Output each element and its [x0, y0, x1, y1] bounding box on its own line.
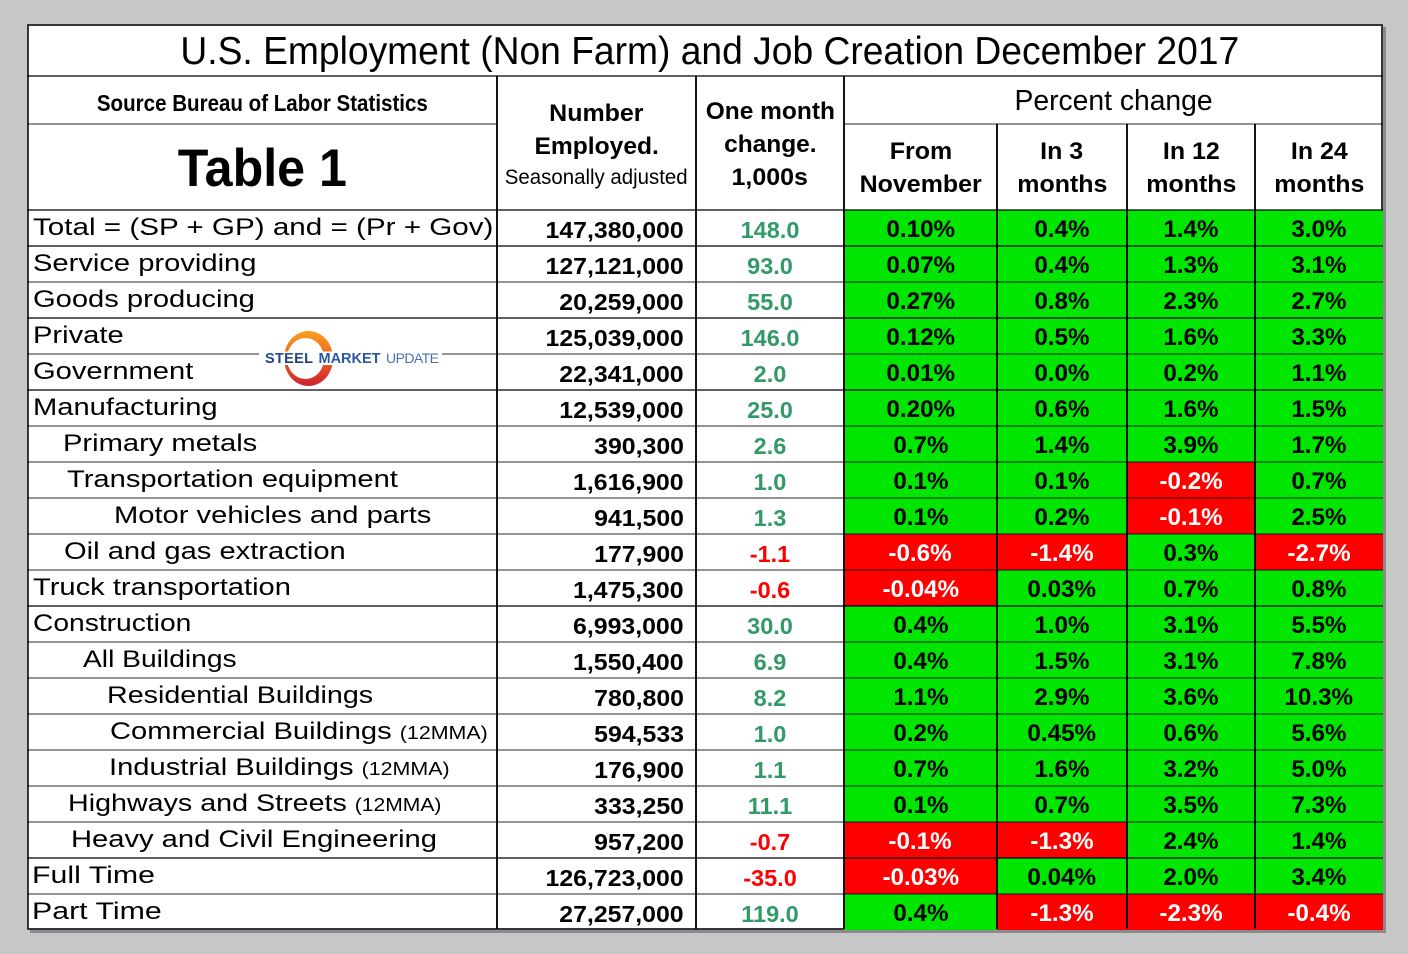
svg-text:STEEL: STEEL: [265, 351, 313, 367]
svg-text:UPDATE: UPDATE: [386, 350, 439, 366]
svg-text:MARKET: MARKET: [319, 351, 381, 367]
